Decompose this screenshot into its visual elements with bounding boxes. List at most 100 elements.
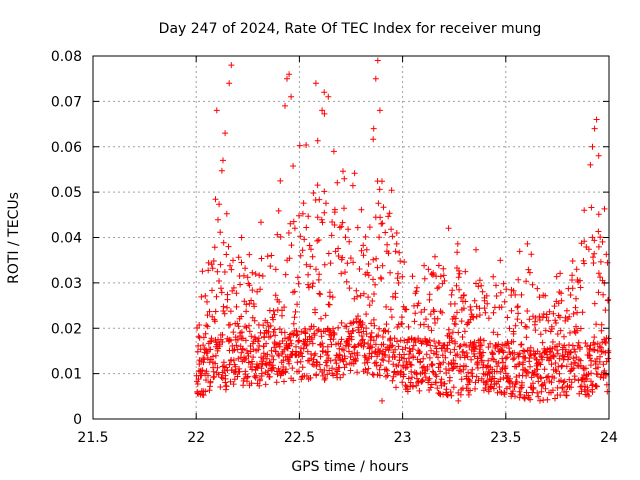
data-point bbox=[288, 93, 295, 100]
data-point bbox=[362, 366, 369, 373]
data-point bbox=[490, 273, 497, 280]
data-point bbox=[235, 323, 242, 330]
data-point bbox=[360, 343, 367, 350]
data-point bbox=[266, 373, 273, 380]
data-point bbox=[454, 351, 461, 358]
data-point bbox=[485, 357, 492, 364]
data-point bbox=[200, 342, 207, 349]
data-point bbox=[394, 324, 401, 330]
data-point bbox=[198, 372, 205, 379]
data-point bbox=[242, 337, 249, 344]
data-point bbox=[478, 342, 485, 349]
data-point bbox=[605, 355, 612, 362]
data-point bbox=[202, 330, 209, 337]
data-point bbox=[299, 353, 306, 360]
data-point bbox=[553, 273, 560, 280]
data-point bbox=[603, 371, 609, 378]
data-point bbox=[304, 348, 311, 355]
data-point bbox=[453, 282, 460, 289]
data-point bbox=[376, 186, 383, 193]
data-point bbox=[417, 358, 424, 365]
data-point bbox=[582, 365, 589, 372]
data-point bbox=[455, 329, 462, 336]
data-point bbox=[563, 388, 570, 395]
data-point bbox=[285, 230, 292, 236]
data-point bbox=[317, 291, 324, 298]
data-point bbox=[294, 301, 301, 308]
data-point bbox=[269, 353, 275, 359]
data-point bbox=[297, 358, 304, 365]
data-point bbox=[361, 360, 368, 366]
data-point bbox=[307, 374, 314, 381]
data-point bbox=[399, 273, 406, 280]
data-point bbox=[216, 278, 222, 284]
data-point bbox=[282, 335, 288, 342]
data-point bbox=[507, 375, 513, 382]
data-point bbox=[577, 277, 583, 284]
data-point bbox=[325, 93, 332, 100]
data-point bbox=[470, 314, 477, 321]
data-point bbox=[246, 282, 253, 289]
data-point bbox=[535, 393, 542, 400]
data-point bbox=[465, 391, 472, 398]
data-point bbox=[395, 270, 401, 277]
data-point bbox=[460, 366, 467, 373]
data-point bbox=[360, 242, 367, 249]
data-point bbox=[427, 342, 434, 349]
data-point bbox=[206, 308, 213, 315]
x-tick-label: 24 bbox=[600, 430, 618, 446]
data-point bbox=[440, 265, 447, 272]
data-point bbox=[296, 337, 303, 344]
data-point bbox=[376, 366, 383, 373]
data-point bbox=[335, 245, 342, 252]
data-point bbox=[552, 367, 559, 373]
data-point bbox=[447, 349, 454, 356]
data-point bbox=[536, 294, 543, 301]
data-point bbox=[427, 311, 434, 318]
data-point bbox=[567, 329, 573, 336]
data-point bbox=[286, 334, 293, 341]
data-point bbox=[393, 230, 400, 236]
data-point bbox=[282, 102, 288, 109]
data-point bbox=[303, 142, 310, 148]
data-point bbox=[238, 259, 245, 266]
data-point bbox=[216, 201, 223, 208]
data-point bbox=[541, 379, 548, 386]
data-point bbox=[591, 347, 598, 353]
data-point bbox=[541, 366, 548, 373]
data-point bbox=[286, 255, 293, 262]
data-point bbox=[600, 361, 607, 368]
data-point bbox=[388, 314, 395, 321]
data-point bbox=[450, 384, 457, 391]
data-point bbox=[209, 265, 216, 272]
data-point bbox=[379, 220, 386, 227]
data-point bbox=[590, 254, 596, 261]
data-points bbox=[193, 57, 612, 404]
data-point bbox=[256, 377, 263, 384]
data-point bbox=[523, 389, 530, 396]
data-point bbox=[538, 382, 545, 389]
data-point bbox=[226, 361, 233, 368]
data-point bbox=[521, 395, 528, 402]
data-point bbox=[369, 344, 375, 351]
data-point bbox=[551, 303, 558, 310]
data-point bbox=[457, 363, 464, 370]
data-point bbox=[574, 327, 581, 334]
data-point bbox=[452, 321, 459, 328]
data-point bbox=[311, 332, 318, 339]
data-point bbox=[355, 313, 361, 320]
data-point bbox=[408, 362, 415, 369]
data-point bbox=[594, 347, 601, 354]
data-point bbox=[365, 294, 372, 301]
data-point bbox=[208, 335, 215, 342]
data-point bbox=[267, 333, 274, 340]
data-point bbox=[563, 363, 570, 370]
data-point bbox=[538, 388, 545, 395]
data-point bbox=[251, 317, 258, 324]
data-point bbox=[414, 379, 421, 386]
data-point bbox=[310, 280, 316, 287]
data-point bbox=[212, 360, 219, 367]
data-point bbox=[230, 381, 237, 388]
y-tick-label: 0.03 bbox=[51, 276, 82, 292]
data-point bbox=[438, 376, 445, 383]
